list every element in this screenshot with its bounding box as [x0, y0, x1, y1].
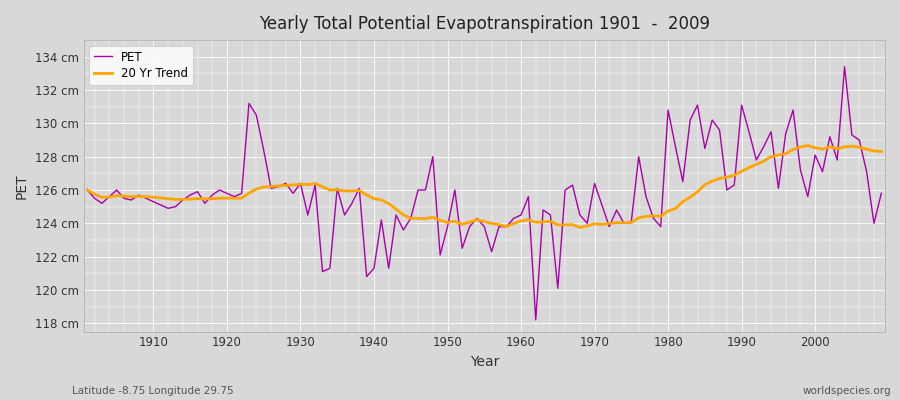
- Title: Yearly Total Potential Evapotranspiration 1901  -  2009: Yearly Total Potential Evapotranspiratio…: [259, 15, 710, 33]
- Line: 20 Yr Trend: 20 Yr Trend: [87, 146, 881, 228]
- 20 Yr Trend: [611, 220, 622, 225]
- PET: [839, 64, 850, 69]
- 20 Yr Trend: [876, 149, 886, 154]
- 20 Yr Trend: [82, 188, 93, 192]
- 20 Yr Trend: [574, 225, 585, 230]
- Text: worldspecies.org: worldspecies.org: [803, 386, 891, 396]
- PET: [82, 188, 93, 192]
- Text: Latitude -8.75 Longitude 29.75: Latitude -8.75 Longitude 29.75: [72, 386, 234, 396]
- 20 Yr Trend: [302, 182, 313, 187]
- 20 Yr Trend: [508, 221, 519, 226]
- PET: [302, 212, 313, 217]
- PET: [611, 208, 622, 212]
- PET: [530, 318, 541, 322]
- Y-axis label: PET: PET: [15, 173, 29, 199]
- X-axis label: Year: Year: [470, 355, 499, 369]
- Line: PET: PET: [87, 67, 881, 320]
- PET: [516, 212, 526, 217]
- PET: [876, 191, 886, 196]
- Legend: PET, 20 Yr Trend: PET, 20 Yr Trend: [89, 46, 193, 85]
- PET: [140, 196, 151, 201]
- PET: [508, 216, 519, 221]
- 20 Yr Trend: [516, 218, 526, 223]
- PET: [346, 201, 357, 206]
- 20 Yr Trend: [803, 143, 814, 148]
- 20 Yr Trend: [346, 188, 357, 193]
- 20 Yr Trend: [140, 194, 151, 199]
